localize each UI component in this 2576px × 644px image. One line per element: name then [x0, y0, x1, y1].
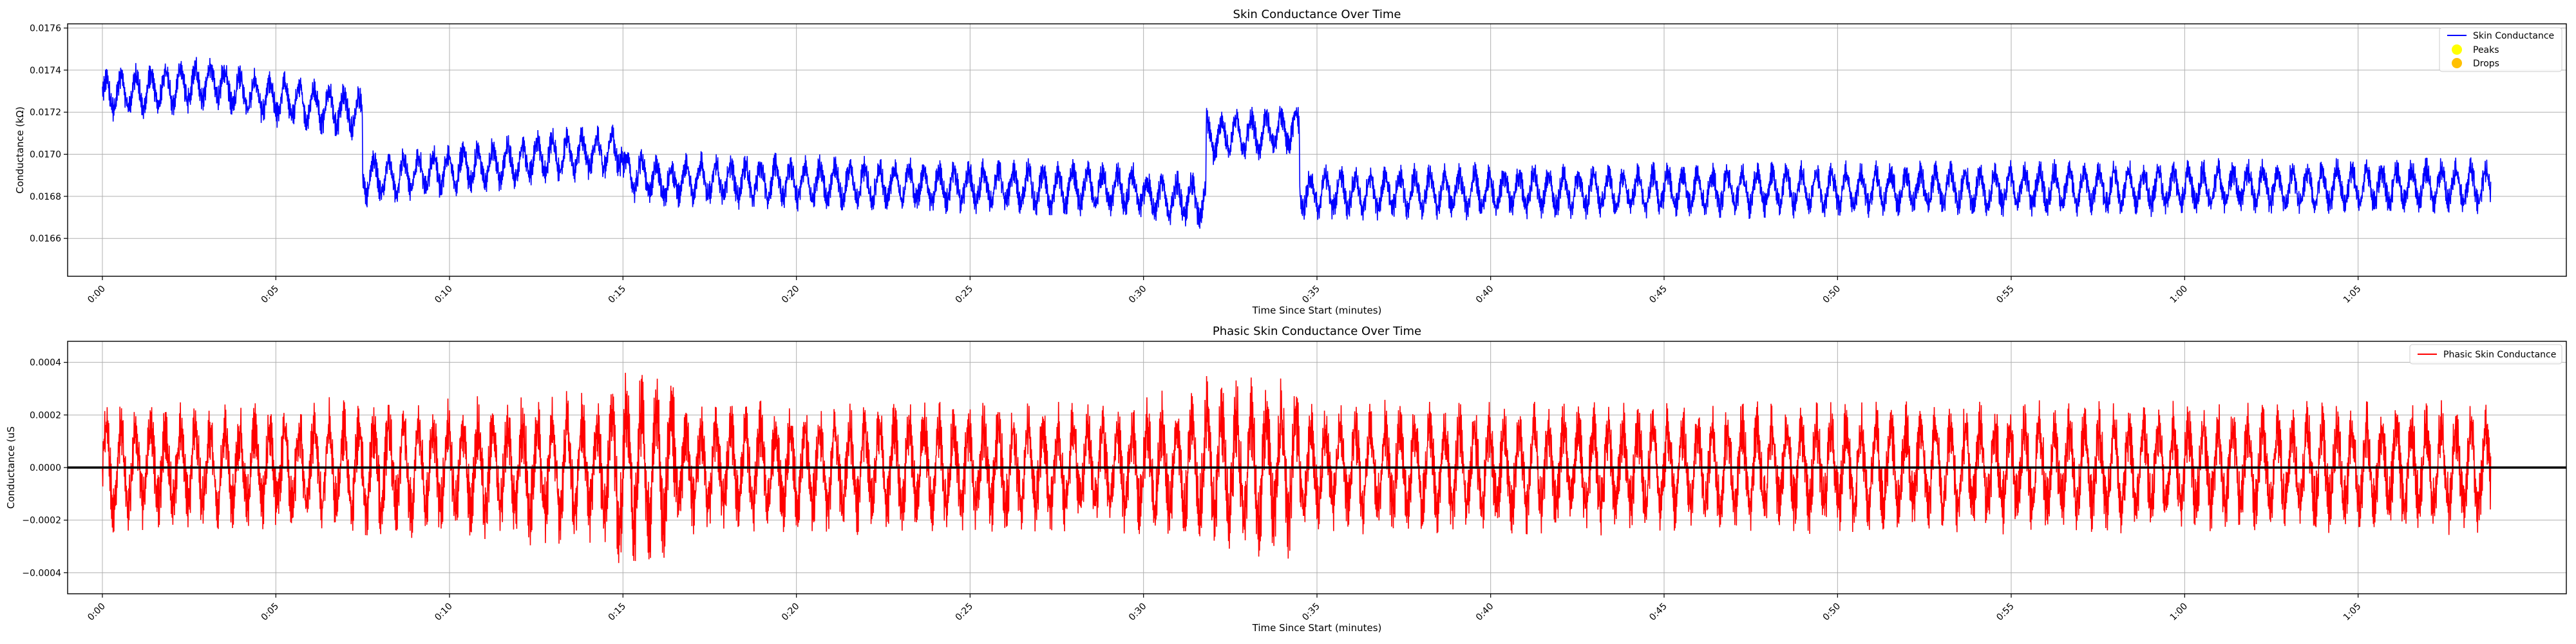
chart-title: Phasic Skin Conductance Over Time — [1213, 325, 1421, 338]
y-tick-label: 0.0004 — [30, 358, 61, 368]
y-tick-label: −0.0004 — [22, 568, 61, 578]
chart-title: Skin Conductance Over Time — [1233, 8, 1401, 21]
series-skin-conductance — [102, 57, 2492, 229]
y-axis-label: Conductance (kΩ) — [14, 106, 26, 193]
legend-peaks-marker-icon — [2452, 44, 2462, 55]
y-tick-label: 0.0168 — [30, 192, 61, 202]
legend-label-peaks: Peaks — [2473, 45, 2499, 55]
y-axis-ticks: 0.0166 0.0168 0.0170 0.0172 0.0174 0.0176 — [30, 24, 68, 244]
legend-drops-marker-icon — [2452, 58, 2462, 68]
series-phasic-skin-conductance — [102, 372, 2492, 564]
y-axis-ticks: −0.0004 −0.0002 0.0000 0.0002 0.0004 — [22, 358, 68, 578]
x-axis-label: Time Since Start (minutes) — [1252, 305, 1382, 316]
y-tick-label: 0.0166 — [30, 234, 61, 244]
y-axis-label: Conductance (uS — [5, 426, 17, 509]
y-tick-label: 0.0002 — [30, 410, 61, 421]
legend-label-drops: Drops — [2473, 59, 2499, 69]
legend: Skin Conductance Peaks Drops — [2439, 27, 2562, 72]
legend-frame — [2409, 344, 2562, 365]
legend-label-skin-conductance: Skin Conductance — [2473, 31, 2554, 41]
y-tick-label: 0.0174 — [30, 66, 61, 76]
y-tick-label: 0.0000 — [30, 463, 61, 473]
series-line — [102, 372, 2492, 564]
y-tick-label: 0.0170 — [30, 150, 61, 160]
y-tick-label: 0.0176 — [30, 24, 61, 34]
x-axis-label: Time Since Start (minutes) — [1252, 622, 1382, 634]
y-tick-label: −0.0002 — [22, 516, 61, 526]
y-tick-label: 0.0172 — [30, 108, 61, 118]
legend-frame — [2439, 27, 2562, 72]
legend-label-phasic-skin-conductance: Phasic Skin Conductance — [2443, 350, 2556, 360]
series-line — [102, 57, 2492, 229]
legend: Phasic Skin Conductance — [2409, 344, 2562, 365]
